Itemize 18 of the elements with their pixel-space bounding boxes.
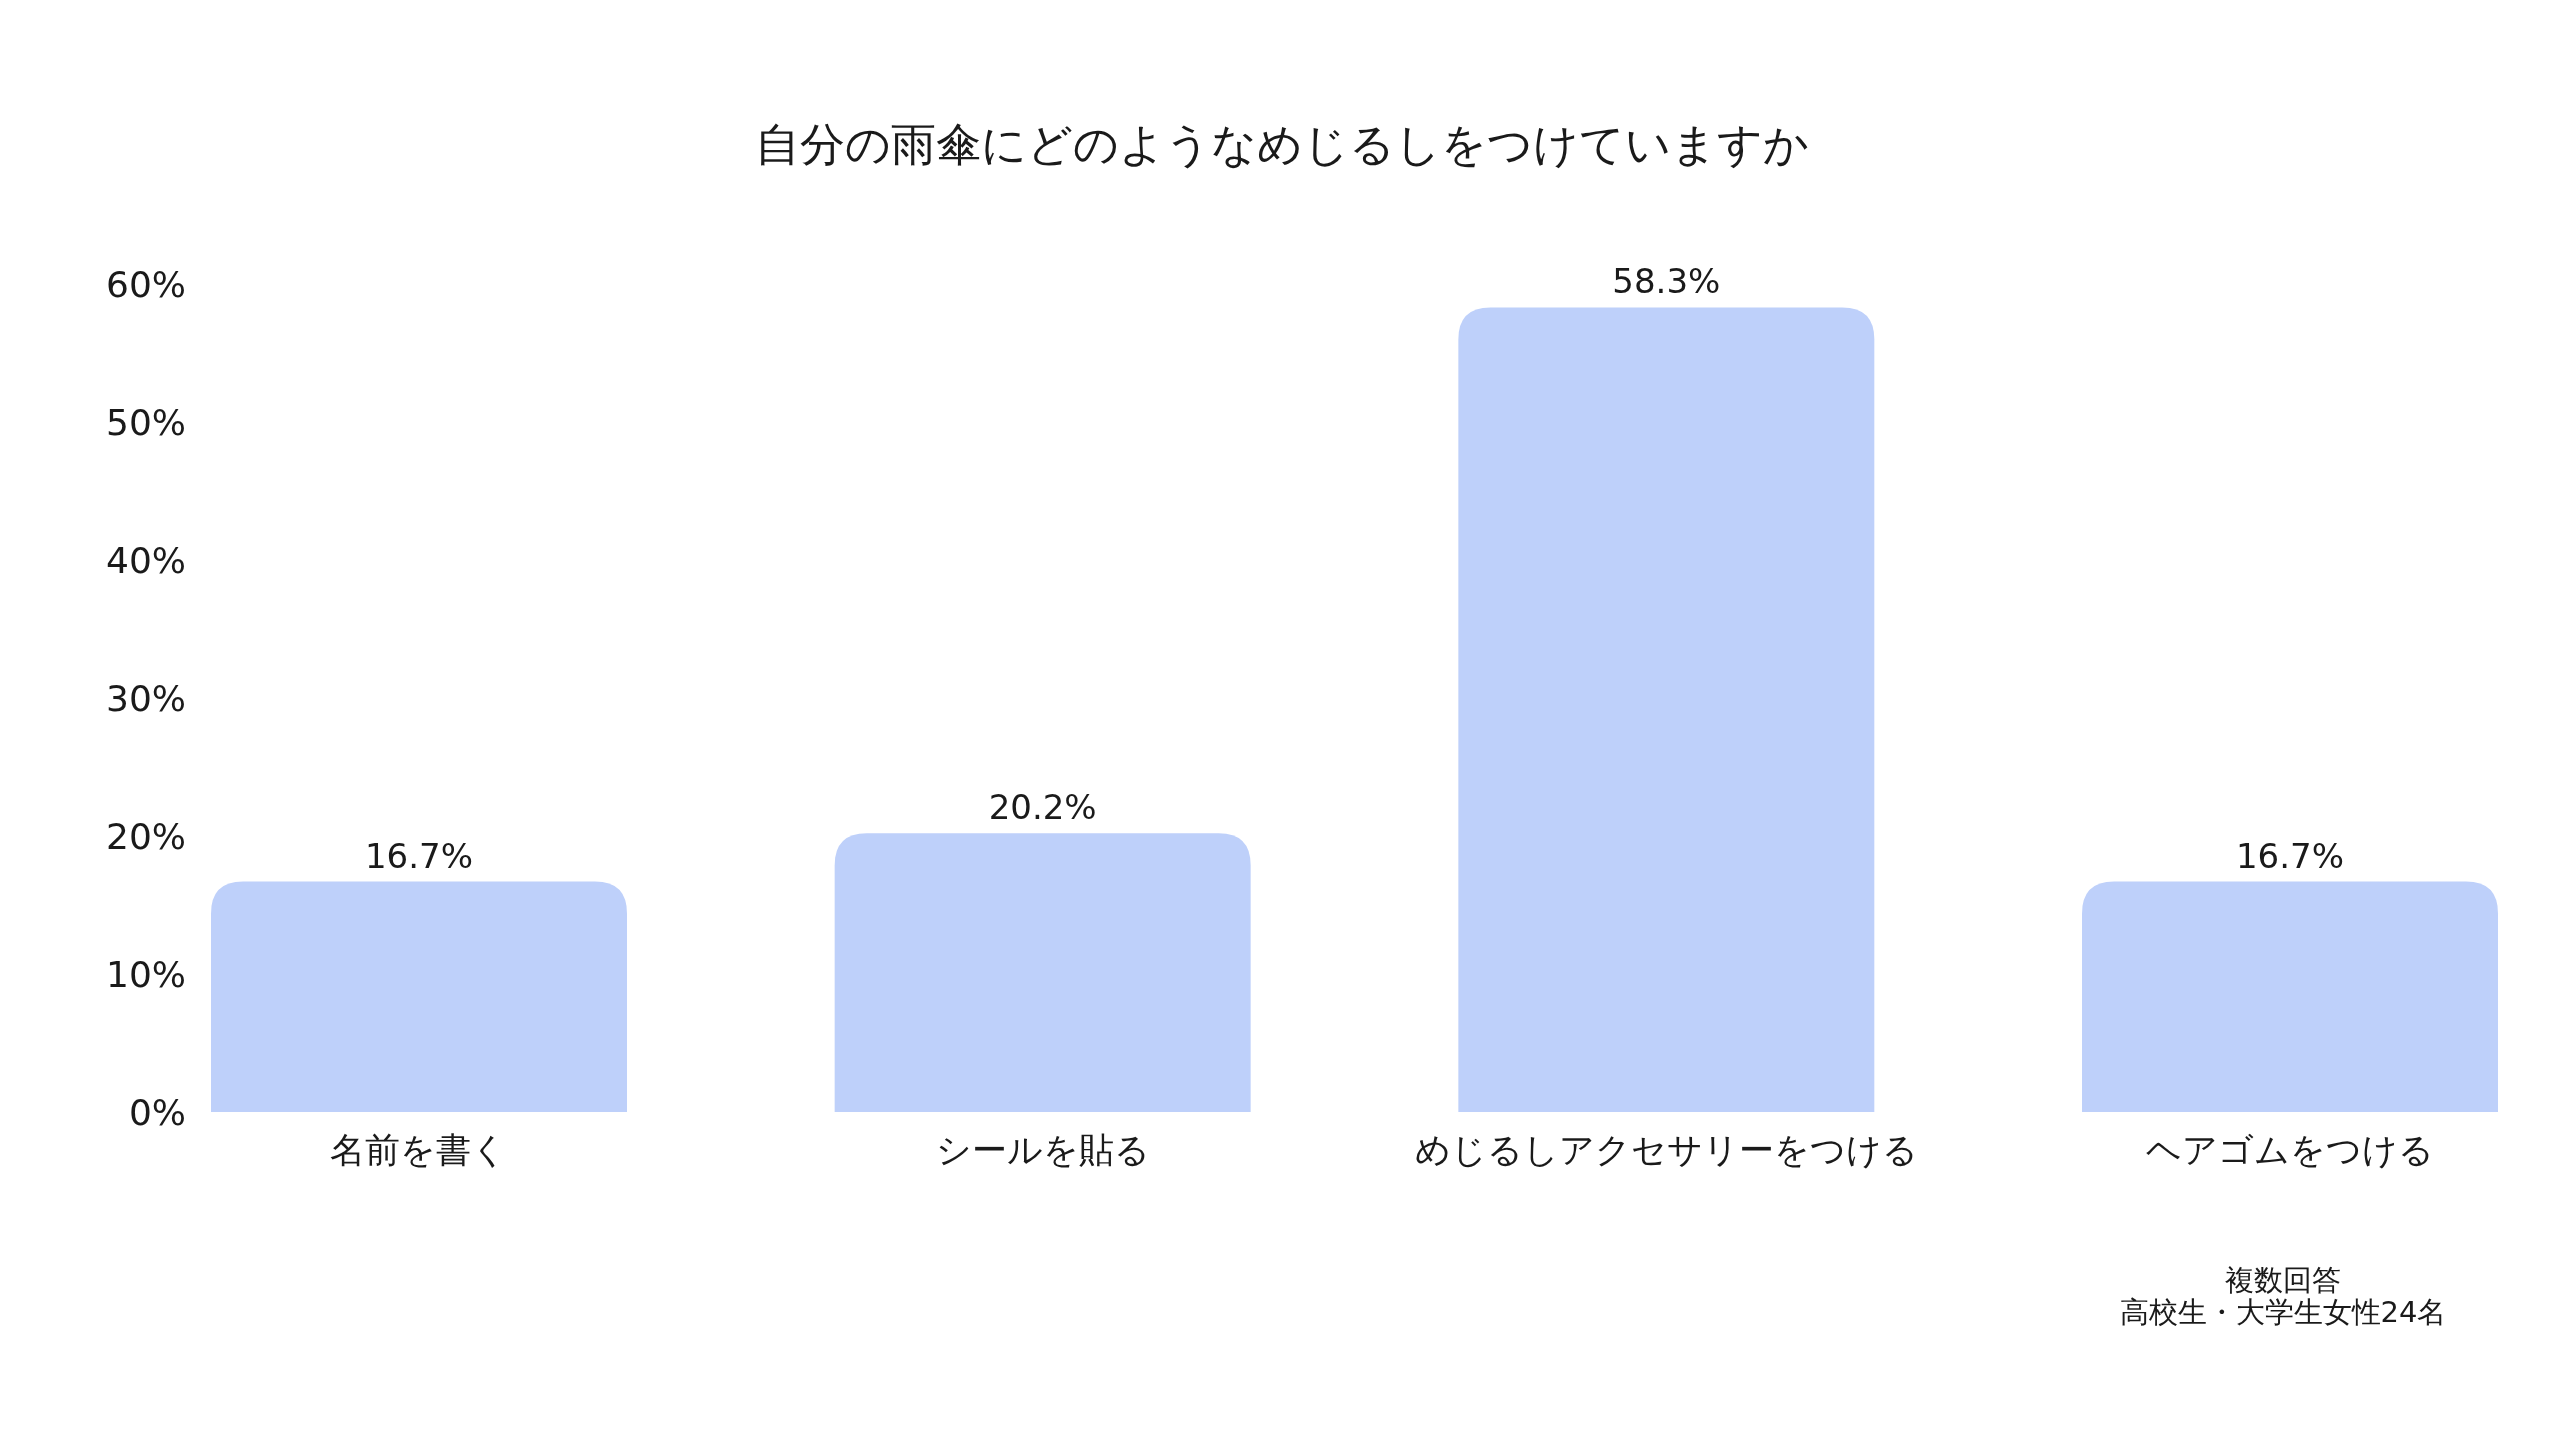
annotation: 複数回答: [2225, 1263, 2341, 1297]
annotation: 高校生・大学生女性24名: [2119, 1295, 2447, 1329]
y-tick: 60%: [106, 263, 186, 305]
x-tick: ヘアゴムをつける: [2146, 1130, 2434, 1170]
data-label: 58.3%: [1612, 261, 1721, 302]
y-tick: 50%: [106, 401, 186, 443]
y-tick: 10%: [106, 953, 186, 995]
y-tick: 40%: [106, 539, 186, 581]
x-tick: シールを貼る: [935, 1130, 1150, 1170]
y-tick: 20%: [106, 815, 186, 857]
y-tick: 0%: [128, 1091, 186, 1133]
title: 自分の雨傘にどのようなめじるしをつけていますか: [755, 118, 1809, 170]
x-tick: 名前を書く: [330, 1130, 508, 1170]
data-label: 20.2%: [988, 787, 1097, 828]
x-tick: めじるしアクセサリーをつける: [1414, 1130, 1918, 1170]
data-label: 16.7%: [365, 835, 473, 876]
data-label: 16.7%: [2236, 835, 2344, 876]
y-tick: 30%: [106, 677, 186, 719]
